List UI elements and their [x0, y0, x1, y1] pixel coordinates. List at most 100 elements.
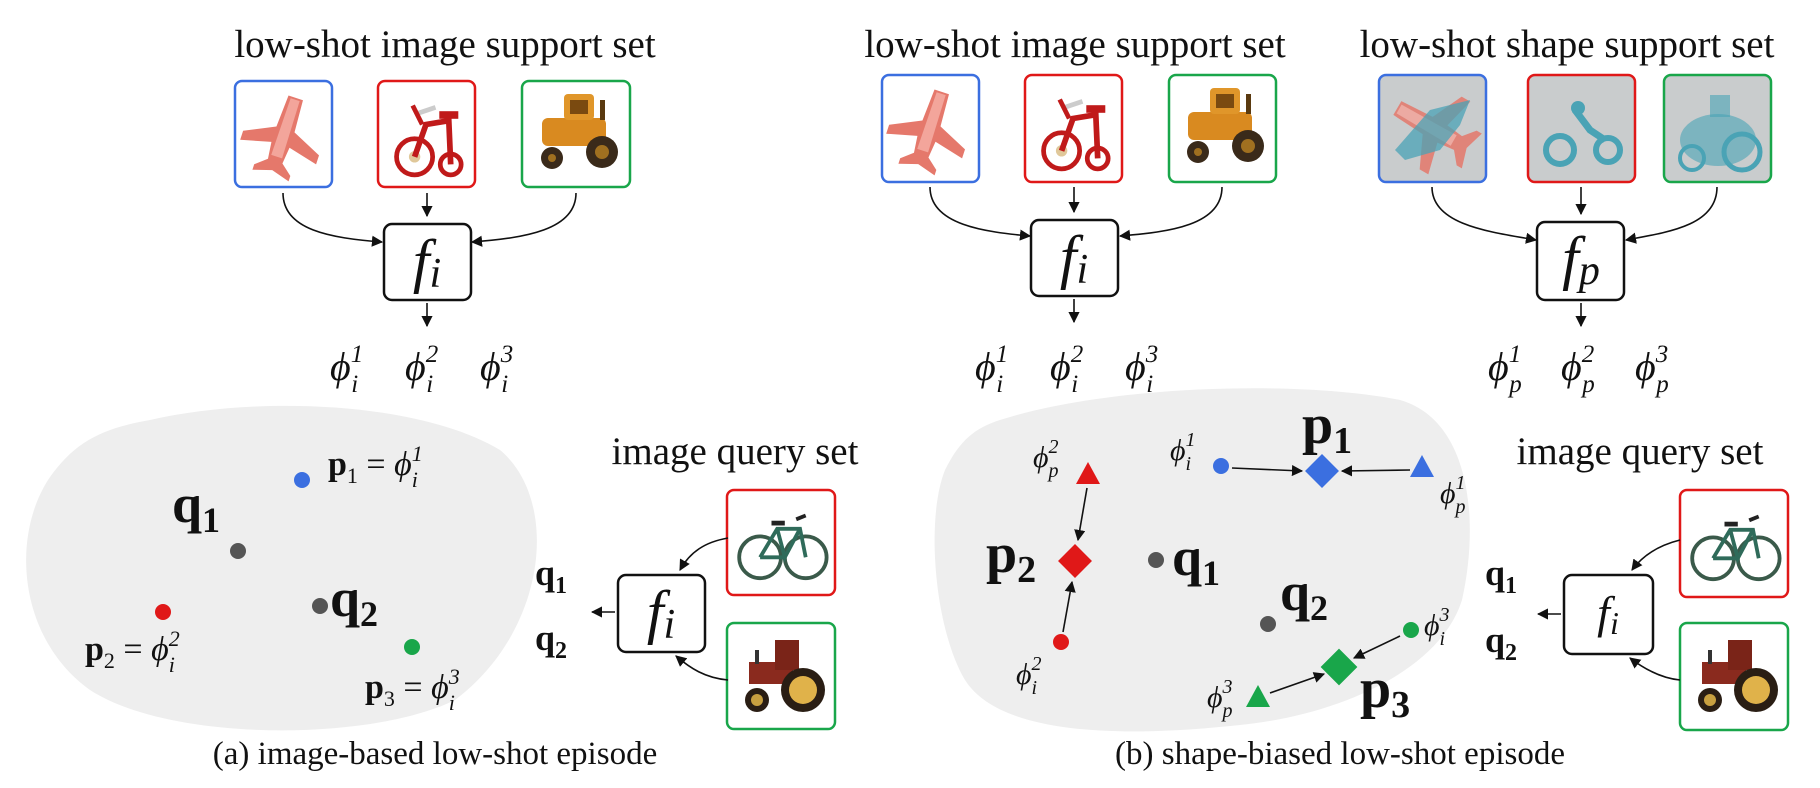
- panel-b-proto-label-1: p1: [1302, 394, 1352, 462]
- point-symbol: ϕ: [1424, 609, 1440, 642]
- panel-a-support-title: low-shot image support set: [234, 23, 656, 66]
- feature-symbol: ϕ: [1561, 344, 1582, 389]
- panel-b-prototype-2-diamond: [1058, 544, 1092, 578]
- panel-b-arrow-image2-to-proto2: [1062, 580, 1076, 633]
- panel-b-query-encoder-sub: i: [1610, 605, 1619, 641]
- query-sub: 1: [1202, 553, 1220, 593]
- panel-b-query-label-2: q2: [1280, 562, 1328, 628]
- panel-b-support-airplane-image: [878, 73, 981, 184]
- panel-b-embedding-space: [934, 388, 1470, 732]
- proto-sub: 3: [1391, 684, 1410, 726]
- panel-b-arrow-image3-to-proto3: [1352, 635, 1401, 659]
- proto-name: p: [1360, 658, 1391, 720]
- query-name: q: [1485, 620, 1505, 660]
- panel-a-support-tractor-image: [520, 79, 632, 189]
- panel-a-query-out-1: q1: [535, 553, 567, 599]
- panel-b-query-out-1: q1: [1485, 553, 1517, 599]
- feature-sub: i: [1071, 371, 1078, 398]
- proto-sub: 3: [384, 686, 395, 711]
- point-sub: i: [1186, 453, 1192, 475]
- panel-a-encoder-sub: i: [430, 251, 442, 297]
- query-sub: 1: [555, 573, 567, 599]
- query-name: q: [330, 568, 360, 628]
- feature-symbol: ϕ: [480, 344, 501, 389]
- panel-b-point-label-shape-1: ϕ1 p: [1440, 472, 1466, 518]
- panel-b-query-point-1: [1148, 552, 1164, 568]
- query-sub: 2: [1505, 640, 1517, 666]
- feature-symbol: ϕ: [1050, 344, 1071, 389]
- panel-b: low-shot image support set low-shot shap…: [864, 23, 1790, 772]
- query-sub: 1: [202, 500, 220, 540]
- panel-b-arrow-shape3-to-proto3: [1269, 672, 1326, 694]
- point-sub: p: [1047, 460, 1059, 482]
- feature-sup: 3: [1145, 341, 1159, 368]
- panel-b-point-label-image-2: ϕ2 i: [1016, 653, 1042, 699]
- feature-sub: i: [1146, 371, 1153, 398]
- point-sup: 2: [1049, 436, 1059, 458]
- panel-b-query-point-2: [1260, 616, 1276, 632]
- point-sub: i: [1440, 628, 1446, 650]
- point-sub: i: [1032, 677, 1038, 699]
- panel-a-proto-eq-3: p3 = ϕ3 i: [365, 664, 460, 715]
- panel-a-query-tractor-image: [725, 621, 837, 731]
- query-name: q: [1280, 562, 1310, 622]
- svg-text:ϕ1p: ϕ1 p: [1488, 341, 1522, 398]
- query-name: q: [535, 618, 555, 658]
- panel-b-arrow-tractor-shape-to-shape-encoder: [1624, 186, 1718, 244]
- panel-b-image-feature-1-point: [1213, 458, 1229, 474]
- panel-a-proto-eq-2: p2 = ϕ2 i: [85, 626, 180, 677]
- svg-text:ϕ1i: ϕ1 i: [330, 341, 363, 398]
- panel-b-shape-encoder-sub: p: [1576, 248, 1600, 294]
- panel-b-point-label-image-3: ϕ3 i: [1424, 604, 1450, 650]
- proto-rsub: i: [412, 467, 418, 492]
- panel-a-arrow-airplane-to-encoder: [282, 192, 384, 247]
- panel-b-arrow-airplane-to-image-encoder: [929, 186, 1032, 241]
- feature-sup: 2: [1582, 341, 1595, 368]
- panel-b-query-encoder-box: fi: [1562, 573, 1655, 656]
- panel-b-shape-tractor-image: [1662, 73, 1773, 184]
- point-symbol: ϕ: [1170, 434, 1186, 467]
- proto-rhs: ϕ: [431, 669, 449, 706]
- proto-sub: 1: [1333, 420, 1352, 462]
- query-name: q: [535, 553, 555, 593]
- panel-b-image-feature-2-point: [1053, 634, 1069, 650]
- feature-sup: 1: [996, 341, 1009, 368]
- panel-b-prototype-1-diamond: [1305, 454, 1339, 488]
- panel-b-support-tractor-image: [1167, 73, 1278, 184]
- point-sup: 1: [1186, 429, 1196, 451]
- feature-sub: i: [426, 371, 433, 398]
- proto-rsub: i: [449, 690, 455, 715]
- proto-sub: 2: [1017, 549, 1036, 591]
- proto-rsup: 2: [169, 626, 180, 651]
- point-sup: 2: [1032, 653, 1042, 675]
- panel-b-image-features: ϕ1 i ϕ2 i ϕ3 i: [975, 341, 1158, 398]
- panel-b-shape-feature-2-point: [1076, 462, 1100, 484]
- panel-a-support-tricycle-image: [376, 79, 477, 189]
- feature-symbol: ϕ: [975, 344, 996, 389]
- panel-b-arrow-bicycle-to-encoder: [1631, 539, 1681, 571]
- point-sup: 3: [1222, 676, 1233, 698]
- panel-b-shape-features: ϕ1 p ϕ2 p ϕ3 p: [1488, 341, 1669, 398]
- query-sub: 2: [555, 638, 567, 664]
- panel-a-query-label-1: q1: [172, 474, 220, 540]
- panel-a-support-airplane-image: [232, 79, 334, 189]
- svg-text:fp: fp: [1562, 225, 1600, 294]
- proto-name: p: [365, 669, 384, 706]
- panel-b-shape-tricycle-image: [1526, 73, 1637, 184]
- panel-a-arrow-bicycle-to-encoder: [679, 537, 729, 571]
- query-sub: 2: [1310, 588, 1328, 628]
- panel-b-prototype-3-diamond: [1320, 648, 1358, 686]
- query-name: q: [1485, 553, 1505, 593]
- panel-b-arrow-tractor-to-encoder: [1629, 657, 1681, 681]
- svg-text:ϕ2p: ϕ2 p: [1561, 341, 1595, 398]
- feature-sup: 3: [1655, 341, 1669, 368]
- panel-a-prototype-point-1: [294, 472, 310, 488]
- panel-a-query-label-2: q2: [330, 568, 378, 634]
- proto-name: p: [328, 446, 347, 483]
- point-symbol: ϕ: [1207, 681, 1223, 714]
- panel-b-shape-encoder-box: fp: [1535, 220, 1626, 302]
- panel-b-support-tricycle-image: [1023, 73, 1124, 184]
- feature-sub: i: [351, 371, 358, 398]
- panel-a-query-encoder-box: fi: [616, 573, 707, 654]
